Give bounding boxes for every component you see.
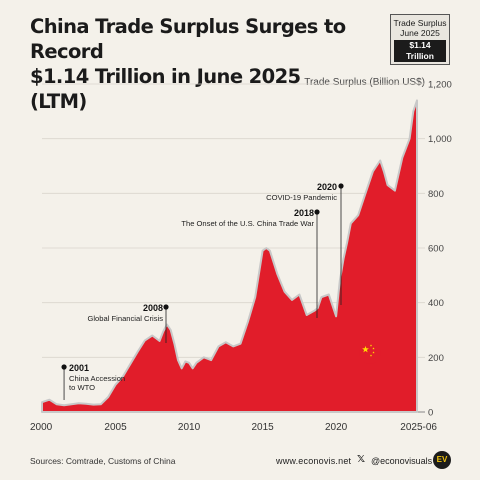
- annotation-year: 2008: [143, 303, 163, 313]
- x-tick-label: 2025-06: [400, 422, 437, 433]
- badge-line-2: June 2025: [400, 28, 440, 38]
- badge-value: $1.14 Trillion: [394, 40, 446, 62]
- annotation-text: to WTO: [69, 383, 95, 392]
- annotation-year: 2020: [317, 182, 337, 192]
- flag-small-star: [369, 344, 373, 347]
- econovis-logo-icon: EV: [433, 451, 451, 469]
- area-layer: [41, 99, 418, 413]
- annotation-text: China Accession: [69, 374, 125, 383]
- china-flag-icon: [359, 342, 381, 364]
- annotation-dot: [314, 209, 320, 215]
- annotation-text: The Onset of the U.S. China Trade War: [181, 219, 314, 228]
- x-tick-label: 2010: [178, 422, 201, 433]
- annotation-text: COVID-19 Pandemic: [266, 193, 337, 202]
- chart-title: China Trade Surplus Surges to Record $1.…: [30, 14, 360, 114]
- tick-layer: 0 200 400 600 800 1,000 1,200 2000 2005 2010 2015 2…: [30, 80, 452, 434]
- x-tick-label: 2020: [325, 422, 348, 433]
- title-line-1: China Trade Surplus Surges to Record: [30, 15, 346, 63]
- flag-small-star: [372, 351, 375, 354]
- social-handle[interactable]: @econovisuals: [371, 456, 433, 466]
- annotation-year: 2001: [69, 363, 89, 373]
- y-tick-label: 0: [428, 408, 433, 419]
- y-axis-label: Trade Surplus (Billion US$): [304, 77, 425, 88]
- x-tick-label: 2005: [104, 422, 127, 433]
- annotation-year: 2018: [294, 208, 314, 218]
- sources-text: Sources: Comtrade, Customs of China: [30, 456, 176, 466]
- title-line-2: $1.14 Trillion in June 2025 (LTM): [30, 65, 301, 113]
- y-tick-label: 200: [428, 353, 444, 364]
- y-tick-label: 600: [428, 244, 444, 255]
- y-tick-label: 1,200: [428, 80, 452, 91]
- flag-circle: [359, 342, 381, 364]
- series-area: [41, 99, 418, 413]
- y-tick-label: 800: [428, 189, 444, 200]
- x-tick-label: 2000: [30, 422, 53, 433]
- annotation-dot: [338, 183, 344, 189]
- annotation-dot: [163, 304, 169, 310]
- annotation-dot: [61, 364, 67, 370]
- x-logo-icon: 𝕏: [357, 454, 366, 465]
- y-tick-label: 1,000: [428, 134, 452, 145]
- website-link[interactable]: www.econovis.net: [276, 456, 352, 466]
- x-tick-label: 2015: [251, 422, 274, 433]
- flag-small-star: [372, 347, 375, 350]
- badge-line-1: Trade Surplus: [393, 18, 447, 28]
- flag-small-star: [369, 354, 373, 357]
- y-tick-label: 400: [428, 298, 444, 309]
- annotation-text: Global Financial Crisis: [87, 314, 163, 323]
- surplus-badge: Trade Surplus June 2025 $1.14 Trillion: [390, 14, 450, 65]
- flag-big-star: [362, 345, 369, 353]
